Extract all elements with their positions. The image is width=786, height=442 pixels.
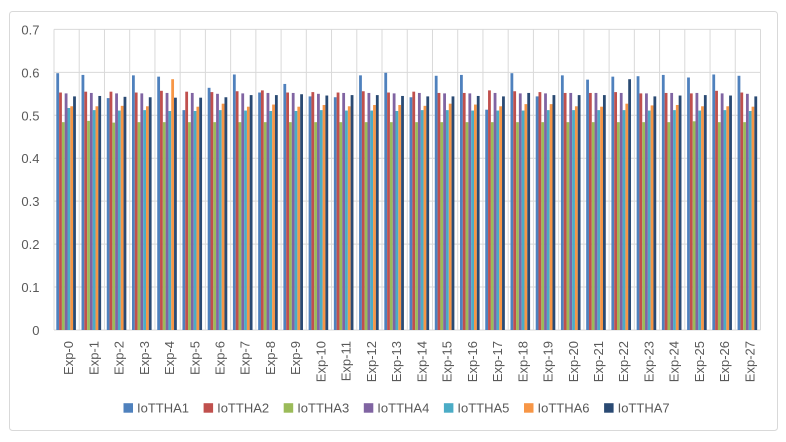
- svg-text:IoTTHA1: IoTTHA1: [137, 401, 189, 416]
- svg-text:Exp-10: Exp-10: [313, 341, 328, 382]
- svg-text:IoTTHA5: IoTTHA5: [457, 401, 509, 416]
- svg-text:0.5: 0.5: [21, 108, 39, 123]
- svg-text:Exp-22: Exp-22: [616, 341, 631, 382]
- svg-text:Exp-26: Exp-26: [717, 341, 732, 382]
- svg-text:Exp-7: Exp-7: [238, 341, 253, 375]
- svg-text:Exp-17: Exp-17: [490, 341, 505, 382]
- svg-text:Exp-8: Exp-8: [263, 341, 278, 375]
- svg-text:IoTTHA7: IoTTHA7: [618, 401, 670, 416]
- svg-text:Exp-1: Exp-1: [86, 341, 101, 375]
- svg-text:Exp-21: Exp-21: [591, 341, 606, 382]
- svg-text:Exp-9: Exp-9: [288, 341, 303, 375]
- svg-text:Exp-15: Exp-15: [440, 341, 455, 382]
- svg-text:0.4: 0.4: [21, 151, 39, 166]
- svg-text:Exp-3: Exp-3: [137, 341, 152, 375]
- svg-text:Exp-2: Exp-2: [112, 341, 127, 375]
- svg-text:IoTTHA3: IoTTHA3: [297, 401, 349, 416]
- svg-text:Exp-12: Exp-12: [364, 341, 379, 382]
- svg-text:IoTTHA6: IoTTHA6: [538, 401, 590, 416]
- svg-text:Exp-18: Exp-18: [515, 341, 530, 382]
- svg-text:0.6: 0.6: [21, 65, 39, 80]
- svg-text:Exp-6: Exp-6: [213, 341, 228, 375]
- svg-text:Exp-4: Exp-4: [162, 341, 177, 375]
- svg-text:0.2: 0.2: [21, 237, 39, 252]
- svg-text:Exp-11: Exp-11: [339, 341, 354, 381]
- svg-text:0.7: 0.7: [21, 22, 39, 37]
- svg-text:Exp-16: Exp-16: [465, 341, 480, 382]
- svg-text:Exp-14: Exp-14: [414, 341, 429, 382]
- svg-text:Exp-25: Exp-25: [692, 341, 707, 382]
- svg-text:Exp-13: Exp-13: [389, 341, 404, 382]
- svg-text:0: 0: [32, 323, 39, 338]
- svg-text:0.1: 0.1: [21, 280, 39, 295]
- svg-text:Exp-0: Exp-0: [61, 341, 76, 375]
- svg-text:Exp-23: Exp-23: [641, 341, 656, 382]
- svg-text:IoTTHA2: IoTTHA2: [217, 401, 269, 416]
- svg-text:Exp-19: Exp-19: [541, 341, 556, 382]
- svg-text:Exp-24: Exp-24: [667, 341, 682, 382]
- svg-text:Exp-5: Exp-5: [187, 341, 202, 375]
- svg-text:IoTTHA4: IoTTHA4: [377, 401, 429, 416]
- svg-text:Exp-20: Exp-20: [566, 341, 581, 382]
- svg-text:Exp-27: Exp-27: [742, 341, 757, 382]
- svg-text:0.3: 0.3: [21, 194, 39, 209]
